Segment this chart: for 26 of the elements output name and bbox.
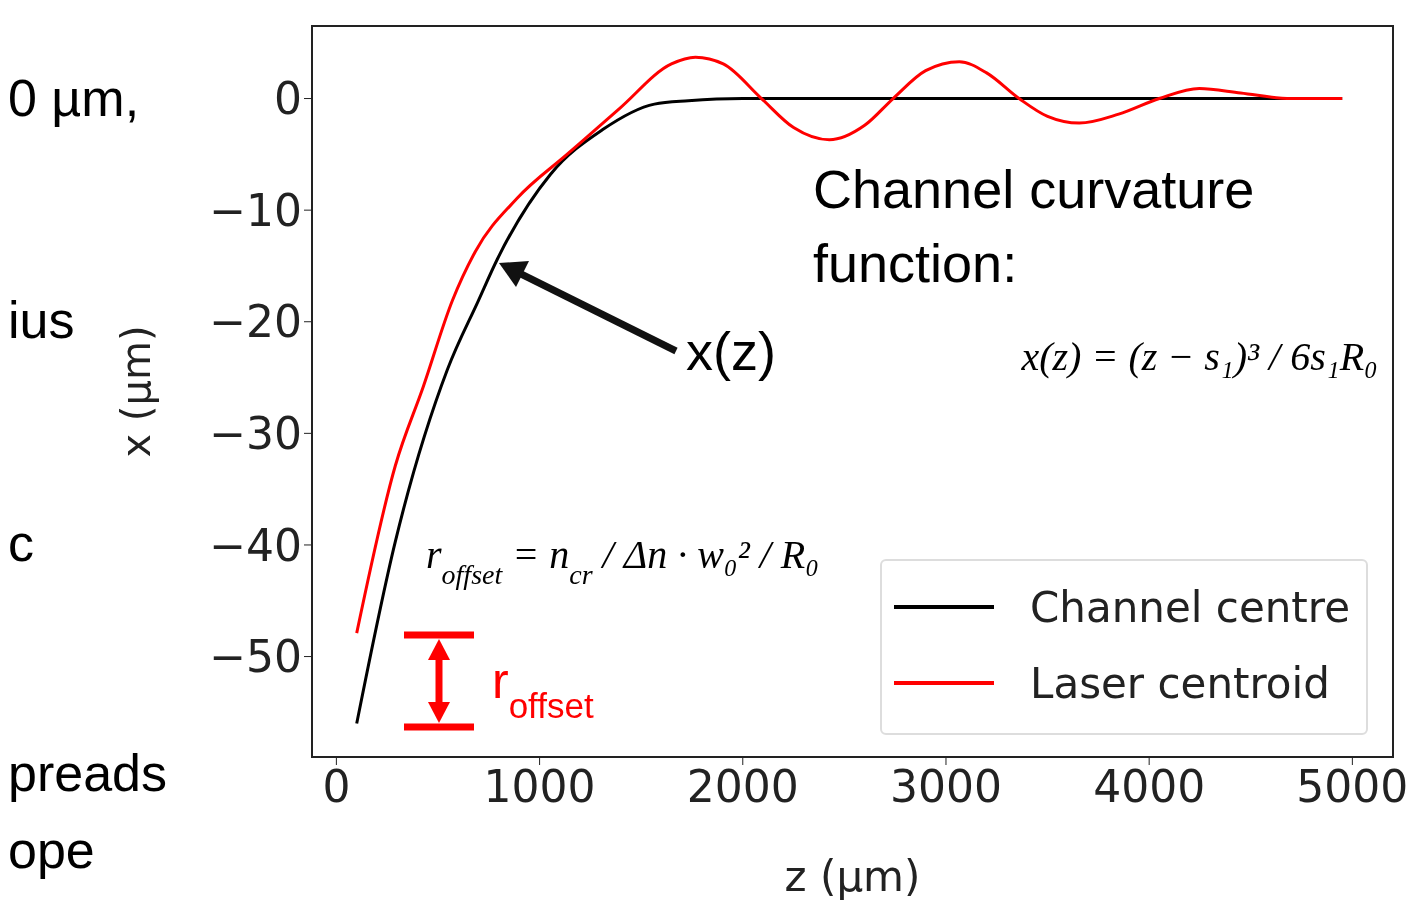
text: preads [8,743,167,803]
y-axis-title: x (μm) [113,325,160,458]
annotation: r$_{offset}$ [492,653,594,725]
y-tick-label: −50 [209,631,302,683]
annotation: r$_{offset}$ = n$_{cr}$ / Δn · w₀² / R₀ [426,532,820,590]
y-tick-label: −20 [209,296,302,348]
text: ope [8,820,95,880]
text: ius [8,290,75,350]
text: 0 µm, [8,68,140,128]
x-tick-label: 4000 [1093,761,1206,813]
y-tick-label: −40 [209,519,302,571]
y-tick-label: 0 [274,73,302,125]
x-tick-label: 3000 [889,761,1002,813]
y-tick-label: −30 [209,407,302,459]
x-tick-label: 0 [322,761,351,813]
annotation: Channel curvature function: [813,159,1255,293]
annotation: x(z) [686,321,776,381]
y-tick-label: −10 [209,184,302,236]
x-axis-title: z (μm) [784,852,921,900]
annotation: x(z) = (z − s₁)³ / 6s₁R₀ [1020,334,1378,379]
x-tick-label: 1000 [483,761,596,813]
legend-label: Laser centroid [1030,658,1330,708]
x-tick-label: 2000 [686,761,799,813]
x-tick-label: 5000 [1296,761,1409,813]
text: c [8,513,34,573]
legend-label: Channel centre [1030,582,1350,632]
